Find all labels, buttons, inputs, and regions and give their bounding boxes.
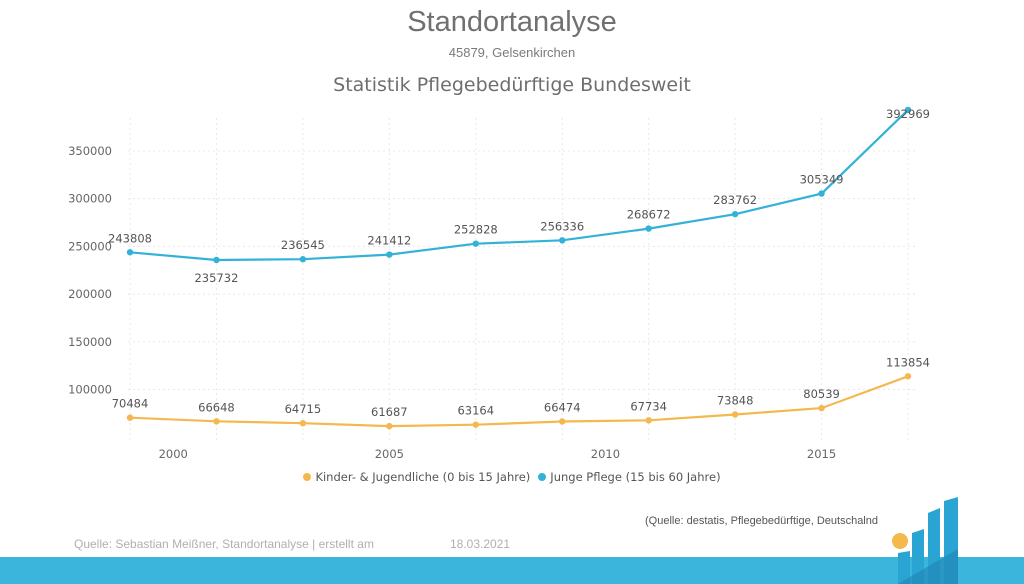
data-point <box>904 106 912 114</box>
data-label: 236545 <box>281 238 325 252</box>
data-label: 241412 <box>367 234 411 248</box>
footer-bar <box>0 557 1024 584</box>
data-label: 256336 <box>540 219 584 233</box>
x-tick-label: 2015 <box>807 447 836 461</box>
data-label: 70484 <box>112 397 149 411</box>
data-point <box>645 225 652 232</box>
data-point <box>731 210 739 218</box>
data-point <box>126 249 134 256</box>
data-point <box>386 251 393 258</box>
data-label: 243808 <box>108 231 152 245</box>
data-point <box>126 414 134 421</box>
data-label: 73848 <box>717 393 754 407</box>
legend-label-kinder: Kinder- & Jugendliche (0 bis 15 Jahre) <box>315 470 531 484</box>
legend-item-kinder[interactable]: Kinder- & Jugendliche (0 bis 15 Jahre) <box>303 470 530 484</box>
y-tick-label: 250000 <box>68 239 112 253</box>
data-label: 252828 <box>454 223 498 237</box>
data-point <box>213 418 220 425</box>
line-chart: 100000 150000 200000 250000 300000 350000 2000… <box>68 106 930 461</box>
x-tick-label: 2000 <box>159 447 188 461</box>
y-tick-label: 200000 <box>68 287 112 301</box>
source-note: (Quelle: destatis, Pflegebedürftige, Deu… <box>645 515 878 527</box>
data-label: 305349 <box>800 173 844 187</box>
data-label: 61687 <box>371 405 408 419</box>
data-label: 235732 <box>194 271 238 285</box>
page-subtitle: 45879, Gelsenkirchen <box>448 45 576 60</box>
data-label: 283762 <box>713 193 757 207</box>
data-label: 66648 <box>198 400 235 414</box>
data-point <box>818 404 825 412</box>
data-label: 80539 <box>803 387 840 401</box>
page-title: Standortanalyse <box>407 6 617 38</box>
y-tick-label: 150000 <box>68 335 112 349</box>
data-label: 113854 <box>886 355 930 369</box>
data-label: 63164 <box>457 404 494 418</box>
data-label: 66474 <box>544 401 581 415</box>
legend-swatch-junge-pflege <box>538 473 547 481</box>
data-point <box>645 417 652 424</box>
y-tick-label: 300000 <box>68 192 112 206</box>
series-line-0 <box>129 375 909 428</box>
data-label: 67734 <box>630 399 667 413</box>
x-tick-label: 2010 <box>591 447 620 461</box>
footer-date: 18.03.2021 <box>450 537 511 551</box>
data-point <box>213 256 220 264</box>
data-point <box>386 422 393 430</box>
bar-chart-logo-icon <box>892 497 958 584</box>
series-line-1 <box>129 109 909 262</box>
data-label: 392969 <box>886 107 930 121</box>
data-point <box>472 240 479 247</box>
data-point <box>904 373 912 380</box>
footer-credit: Quelle: Sebastian Meißner, Standortanaly… <box>74 537 374 551</box>
chart-title: Statistik Pflegebedürftige Bundesweit <box>333 74 691 96</box>
data-point <box>559 237 566 244</box>
y-tick-label: 350000 <box>68 144 112 158</box>
y-tick-label: 100000 <box>68 383 112 397</box>
data-point <box>818 190 825 197</box>
data-label: 64715 <box>285 402 322 416</box>
chart-legend: Kinder- & Jugendliche (0 bis 15 Jahre) J… <box>0 470 1024 484</box>
legend-item-junge-pflege[interactable]: Junge Pflege (15 bis 60 Jahre) <box>538 470 721 484</box>
data-point <box>299 419 307 427</box>
data-point <box>299 256 307 263</box>
data-point <box>731 411 739 418</box>
data-label: 268672 <box>627 208 671 222</box>
legend-swatch-kinder <box>303 473 312 481</box>
data-point <box>472 421 479 428</box>
data-point <box>559 418 566 425</box>
legend-label-junge-pflege: Junge Pflege (15 bis 60 Jahre) <box>550 470 721 484</box>
x-tick-label: 2005 <box>375 447 404 461</box>
